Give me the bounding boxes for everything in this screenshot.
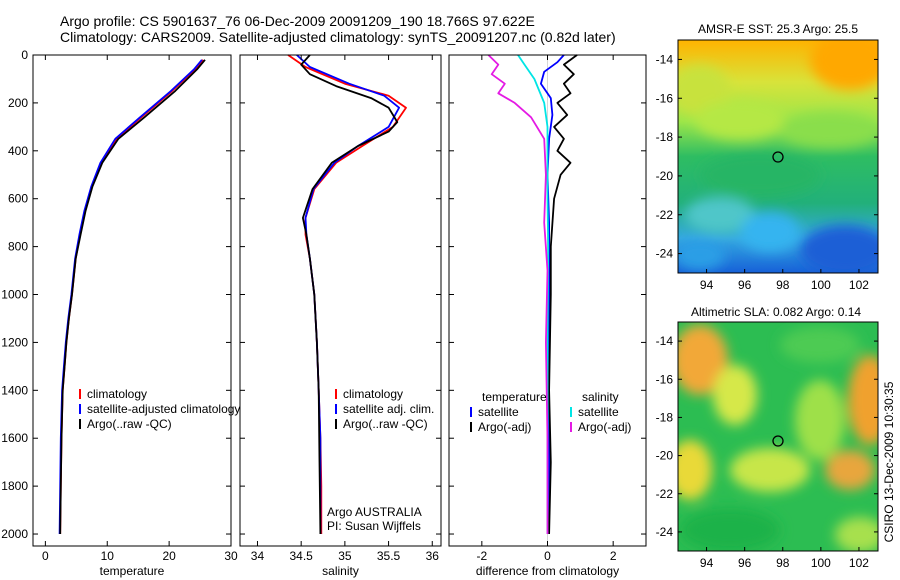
series-line-blue [58, 59, 203, 535]
legend-label: Argo(..raw -QC) [87, 417, 172, 431]
map-x-tick-label: 98 [776, 278, 790, 292]
y-tick-label: 1600 [1, 431, 28, 445]
map-y-tick-label: -24 [656, 525, 674, 539]
map-x-tick-label: 96 [738, 278, 752, 292]
map-x-tick-label: 102 [849, 278, 869, 292]
salinity-panel: 34 34.5 35 35.5 36 salinity climatologysatelli… [239, 54, 442, 578]
legend-label: climatology [87, 387, 147, 401]
plot-frame [32, 54, 232, 547]
y-tick-label: 1800 [1, 479, 28, 493]
credit-text: CSIRO 13-Dec-2009 10:30:35 [882, 381, 896, 542]
series-line-magenta [487, 54, 549, 534]
y-tick-label: 400 [8, 144, 28, 158]
series-line-cyan [517, 54, 550, 534]
sst-map-title: AMSR-E SST: 25.3 Argo: 25.5 [698, 22, 858, 36]
y-tick-label: 0 [21, 48, 28, 62]
map-x-tick-label: 94 [700, 278, 714, 292]
map-y-tick-label: -22 [656, 208, 674, 222]
map-y-tick-label: -20 [656, 449, 674, 463]
map-x-tick-label: 96 [738, 556, 752, 570]
map-y-tick-label: -14 [656, 334, 674, 348]
x-tick-label: 30 [224, 549, 238, 563]
legend-label: satellite [478, 405, 519, 419]
y-tick-label: 200 [8, 96, 28, 110]
x-axis-label: salinity [322, 564, 359, 578]
y-tick-label: 1400 [1, 383, 28, 397]
map-y-tick-label: -16 [656, 372, 674, 386]
sst-map-panel: AMSR-E SST: 25.3 Argo: 25.5 94 96 98 100 102… [656, 22, 879, 292]
x-axis-label: difference from climatology [476, 564, 619, 578]
x-tick-label: 0 [42, 549, 49, 563]
map-y-tick-label: -20 [656, 169, 674, 183]
sla-map-title: Altimetric SLA: 0.082 Argo: 0.14 [691, 305, 861, 319]
x-tick-label: 0 [544, 549, 551, 563]
sla-map-axes: 94 96 98 100 102 -14 -16 -18 -20 -22 -24 [656, 334, 878, 570]
x-tick-label: 36 [426, 549, 440, 563]
legend-label: satellite [578, 405, 619, 419]
x-tick-label: 34.5 [289, 549, 313, 563]
sst-heatmap [678, 40, 878, 273]
map-x-tick-label: 98 [776, 556, 790, 570]
legend-label: temperature [482, 390, 547, 404]
legend-label: climatology [343, 387, 403, 401]
x-tick-label: 35.5 [377, 549, 401, 563]
y-tick-label: 2000 [1, 527, 28, 541]
map-x-tick-label: 100 [811, 556, 831, 570]
legend-label: Argo(..raw -QC) [343, 417, 428, 431]
legend-label: satellite-adjusted climatology [87, 402, 240, 416]
figure-title-line2: Climatology: CARS2009. Satellite-adjuste… [60, 29, 616, 45]
map-y-tick-label: -14 [656, 52, 674, 66]
plot-frame [239, 54, 442, 547]
y-tick-label: 1000 [1, 288, 28, 302]
legend-label: Argo(-adj) [478, 420, 531, 434]
legend-label: satellite adj. clim. [343, 402, 434, 416]
x-tick-label: 34 [251, 549, 265, 563]
map-x-tick-label: 100 [811, 278, 831, 292]
x-axis-label: temperature [100, 564, 165, 578]
sla-map-panel: Altimetric SLA: 0.082 Argo: 0.14 94 96 98 1… [656, 305, 879, 570]
series-line-black [548, 54, 578, 535]
series-line-black [300, 54, 399, 535]
map-x-tick-label: 102 [849, 556, 869, 570]
x-tick-label: 35 [338, 549, 352, 563]
legend-label: salinity [582, 390, 619, 404]
series-line-black [59, 59, 206, 535]
x-tick-label: 20 [162, 549, 176, 563]
legend-label: Argo(-adj) [578, 420, 631, 434]
figure-title-line1: Argo profile: CS 5901637_76 06-Dec-2009 … [60, 13, 535, 29]
map-x-tick-label: 94 [700, 556, 714, 570]
map-y-tick-label: -24 [656, 247, 674, 261]
map-y-tick-label: -18 [656, 130, 674, 144]
map-y-tick-label: -18 [656, 410, 674, 424]
series-line-blue [540, 54, 565, 534]
y-tick-label: 1200 [1, 335, 28, 349]
map-y-tick-label: -22 [656, 487, 674, 501]
x-tick-label: 2 [610, 549, 617, 563]
annotation-text: PI: Susan Wijffels [327, 519, 421, 533]
annotation-text: Argo AUSTRALIA [327, 505, 422, 519]
x-tick-label: -2 [476, 549, 487, 563]
y-tick-label: 800 [8, 240, 28, 254]
series-line-red [59, 59, 204, 535]
sst-map-axes: 94 96 98 100 102 -14 -16 -18 -20 -22 -24 [656, 52, 878, 292]
sla-heatmap [678, 322, 878, 551]
temperature-panel: 0 10 20 30 0 200 400 600 800 1000 1200 1400 1600 1800… [1, 48, 240, 578]
x-tick-label: 10 [101, 549, 115, 563]
map-y-tick-label: -16 [656, 91, 674, 105]
y-tick-label: 600 [8, 192, 28, 206]
argo-location-marker-sst [772, 151, 784, 163]
series-line-blue [296, 54, 401, 534]
argo-location-marker-sla [772, 435, 784, 447]
